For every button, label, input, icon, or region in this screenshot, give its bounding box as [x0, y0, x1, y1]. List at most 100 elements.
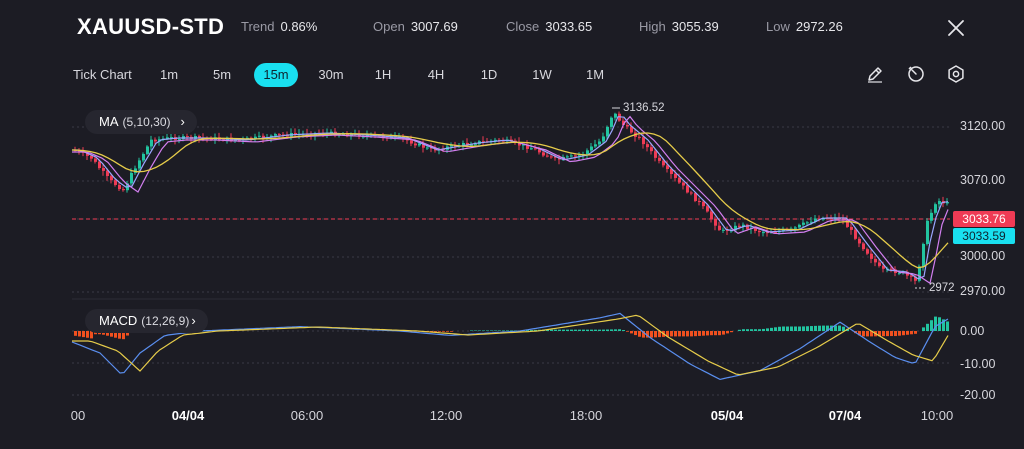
- macd-bar: [506, 330, 509, 331]
- macd-bar: [110, 331, 113, 337]
- macd-bar: [702, 331, 705, 336]
- candle-body: [698, 200, 701, 202]
- tab-tick-chart[interactable]: Tick Chart: [73, 67, 132, 82]
- macd-bar: [678, 331, 681, 337]
- macd-bar: [902, 331, 905, 336]
- candle-body: [426, 147, 429, 149]
- candle-body: [626, 124, 629, 127]
- macd-bar: [710, 331, 713, 336]
- timer-tool-button[interactable]: [906, 64, 926, 84]
- macd-indicator-pill[interactable]: MACD (12,26,9) ›: [85, 309, 208, 333]
- macd-bar: [826, 325, 829, 331]
- tab-15m[interactable]: 15m: [254, 63, 298, 87]
- candle-body: [470, 144, 473, 146]
- candle-body: [850, 226, 853, 230]
- macd-bar: [582, 329, 585, 331]
- macd-bar: [586, 329, 589, 331]
- candle-body: [754, 227, 757, 231]
- candle-body: [658, 157, 661, 161]
- candle-body: [798, 224, 801, 228]
- candle-body: [158, 139, 161, 142]
- candle-body: [198, 136, 201, 138]
- candle-body: [722, 229, 725, 231]
- macd-bar: [738, 329, 741, 331]
- candle-body: [742, 224, 745, 227]
- macd-bar: [438, 331, 441, 332]
- macd-bar: [450, 331, 453, 332]
- candle-body: [98, 161, 101, 169]
- macd-bar: [930, 320, 933, 331]
- tab-1w[interactable]: 1W: [532, 67, 552, 82]
- macd-bar: [730, 331, 733, 333]
- macd-bar: [558, 329, 561, 331]
- macd-bar: [870, 331, 873, 337]
- tab-30m[interactable]: 30m: [318, 67, 344, 82]
- candle-body: [914, 276, 917, 281]
- candle-body: [414, 143, 417, 146]
- tab-1h[interactable]: 1H: [374, 67, 392, 82]
- candle-body: [602, 136, 605, 142]
- macd-bar: [114, 331, 117, 338]
- macd-bar: [762, 328, 765, 331]
- candle-body: [134, 168, 137, 173]
- tab-1d[interactable]: 1D: [480, 67, 498, 82]
- macd-bar: [698, 331, 701, 336]
- macd-bar: [802, 326, 805, 331]
- candle-body: [938, 201, 941, 205]
- candle-body: [726, 229, 729, 231]
- candle-body: [622, 120, 625, 125]
- candle-body: [810, 221, 813, 223]
- macd-bar: [626, 331, 629, 332]
- tab-5m[interactable]: 5m: [212, 67, 232, 82]
- macd-bar: [818, 325, 821, 331]
- candle-body: [518, 142, 521, 146]
- candle-body: [238, 139, 241, 141]
- macd-bar: [510, 330, 513, 331]
- candle-body: [430, 147, 433, 149]
- draw-tool-button[interactable]: [865, 64, 885, 84]
- macd-bar: [746, 329, 749, 331]
- tab-1mo[interactable]: 1M: [585, 67, 605, 82]
- candle-body: [570, 155, 573, 157]
- macd-axis-label: -20.00: [960, 388, 996, 402]
- candle-body: [130, 172, 133, 184]
- macd-bar: [718, 331, 721, 336]
- ma-indicator-pill[interactable]: MA (5,10,30) ›: [85, 110, 197, 134]
- tab-4h[interactable]: 4H: [427, 67, 445, 82]
- candle-body: [546, 155, 549, 157]
- macd-indicator-params: (12,26,9): [141, 314, 190, 328]
- candle-body: [450, 144, 453, 147]
- candle-body: [262, 135, 265, 139]
- tab-1m[interactable]: 1m: [159, 67, 179, 82]
- macd-bar: [862, 331, 865, 337]
- macd-indicator-name: MACD: [99, 313, 138, 328]
- settings-button[interactable]: [946, 64, 966, 84]
- candle-body: [234, 139, 237, 141]
- candle-body: [366, 135, 369, 137]
- candle-body: [802, 222, 805, 225]
- close-button[interactable]: [946, 18, 966, 38]
- ma-value-tag: 3033.59: [953, 228, 1015, 244]
- candle-body: [934, 204, 937, 213]
- timer-icon: [908, 66, 924, 82]
- macd-dea-line: [72, 314, 949, 376]
- macd-bar: [502, 330, 505, 331]
- candle-body: [714, 218, 717, 226]
- candle-body: [86, 152, 89, 156]
- candle-body: [734, 225, 737, 231]
- candle-body: [350, 134, 353, 137]
- macd-bar: [82, 331, 85, 338]
- macd-bar: [810, 326, 813, 331]
- macd-bar: [814, 325, 817, 331]
- macd-bar: [726, 331, 729, 334]
- candle-body: [870, 253, 873, 259]
- candle-body: [530, 148, 533, 150]
- macd-bar: [786, 326, 789, 331]
- macd-bar: [770, 327, 773, 331]
- macd-bar: [486, 330, 489, 331]
- chart-header: XAUUSD-STD Trend 0.86% Open 3007.69 Close 3…: [0, 10, 1024, 46]
- candle-body: [526, 144, 529, 149]
- candle-body: [710, 211, 713, 219]
- time-axis-label: 07/04: [828, 408, 862, 423]
